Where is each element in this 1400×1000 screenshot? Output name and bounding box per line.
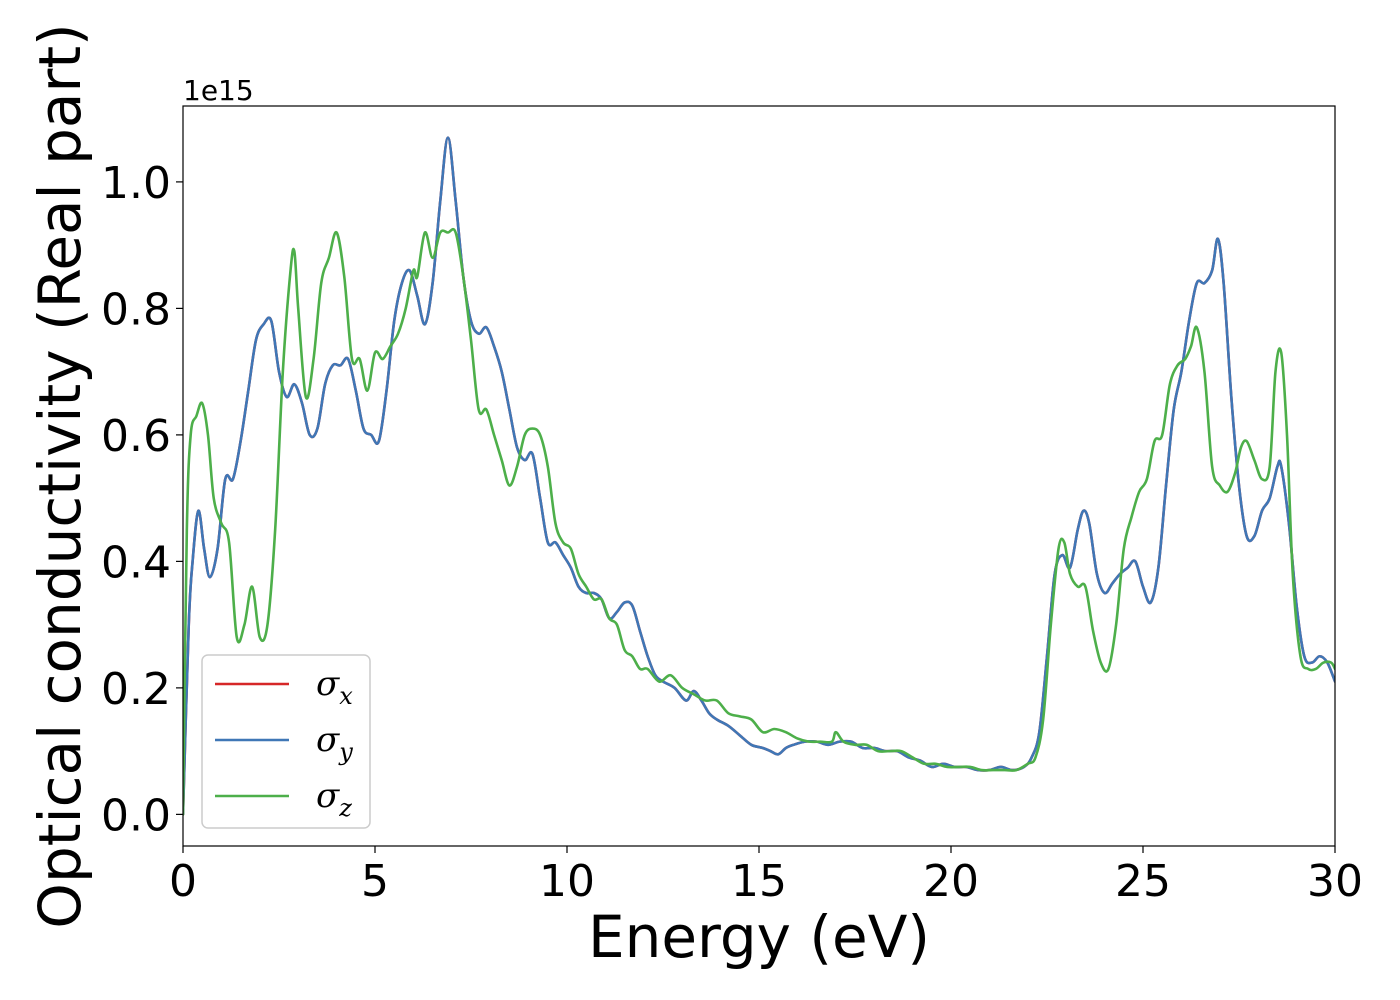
y-axis-ticks: 0.0 0.2 0.4 0.6 0.8 1.0 [101, 158, 183, 841]
y-tick-label: 0.0 [101, 790, 171, 841]
legend-label-y: σy [316, 720, 353, 766]
series-line-z [183, 227, 1335, 816]
x-tick-label: 5 [361, 856, 389, 907]
x-axis-label: Energy (eV) [588, 903, 930, 971]
y-tick-label: 0.2 [101, 664, 171, 715]
x-tick-label: 25 [1115, 856, 1171, 907]
x-tick-label: 30 [1307, 856, 1363, 907]
y-axis-offset-label: 1e15 [183, 74, 254, 107]
x-tick-label: 10 [539, 856, 595, 907]
plot-area [183, 106, 1335, 846]
x-axis-ticks: 0 5 10 15 20 25 30 [169, 846, 1363, 907]
legend-box [201, 654, 371, 829]
x-tick-label: 15 [731, 856, 787, 907]
series-layer [183, 136, 1335, 816]
x-tick-label: 20 [923, 856, 979, 907]
series-line-y [183, 136, 1335, 816]
legend-label-z: σz [316, 776, 352, 822]
y-tick-label: 0.8 [101, 284, 171, 335]
y-axis-label: Optical conductivity (Real part) [26, 23, 94, 928]
x-tick-label: 0 [169, 856, 197, 907]
y-tick-label: 0.6 [101, 411, 171, 462]
y-tick-label: 1.0 [101, 158, 171, 209]
legend: σx σy σz [201, 654, 371, 829]
legend-label-x: σx [316, 664, 353, 710]
y-tick-label: 0.4 [101, 537, 171, 588]
